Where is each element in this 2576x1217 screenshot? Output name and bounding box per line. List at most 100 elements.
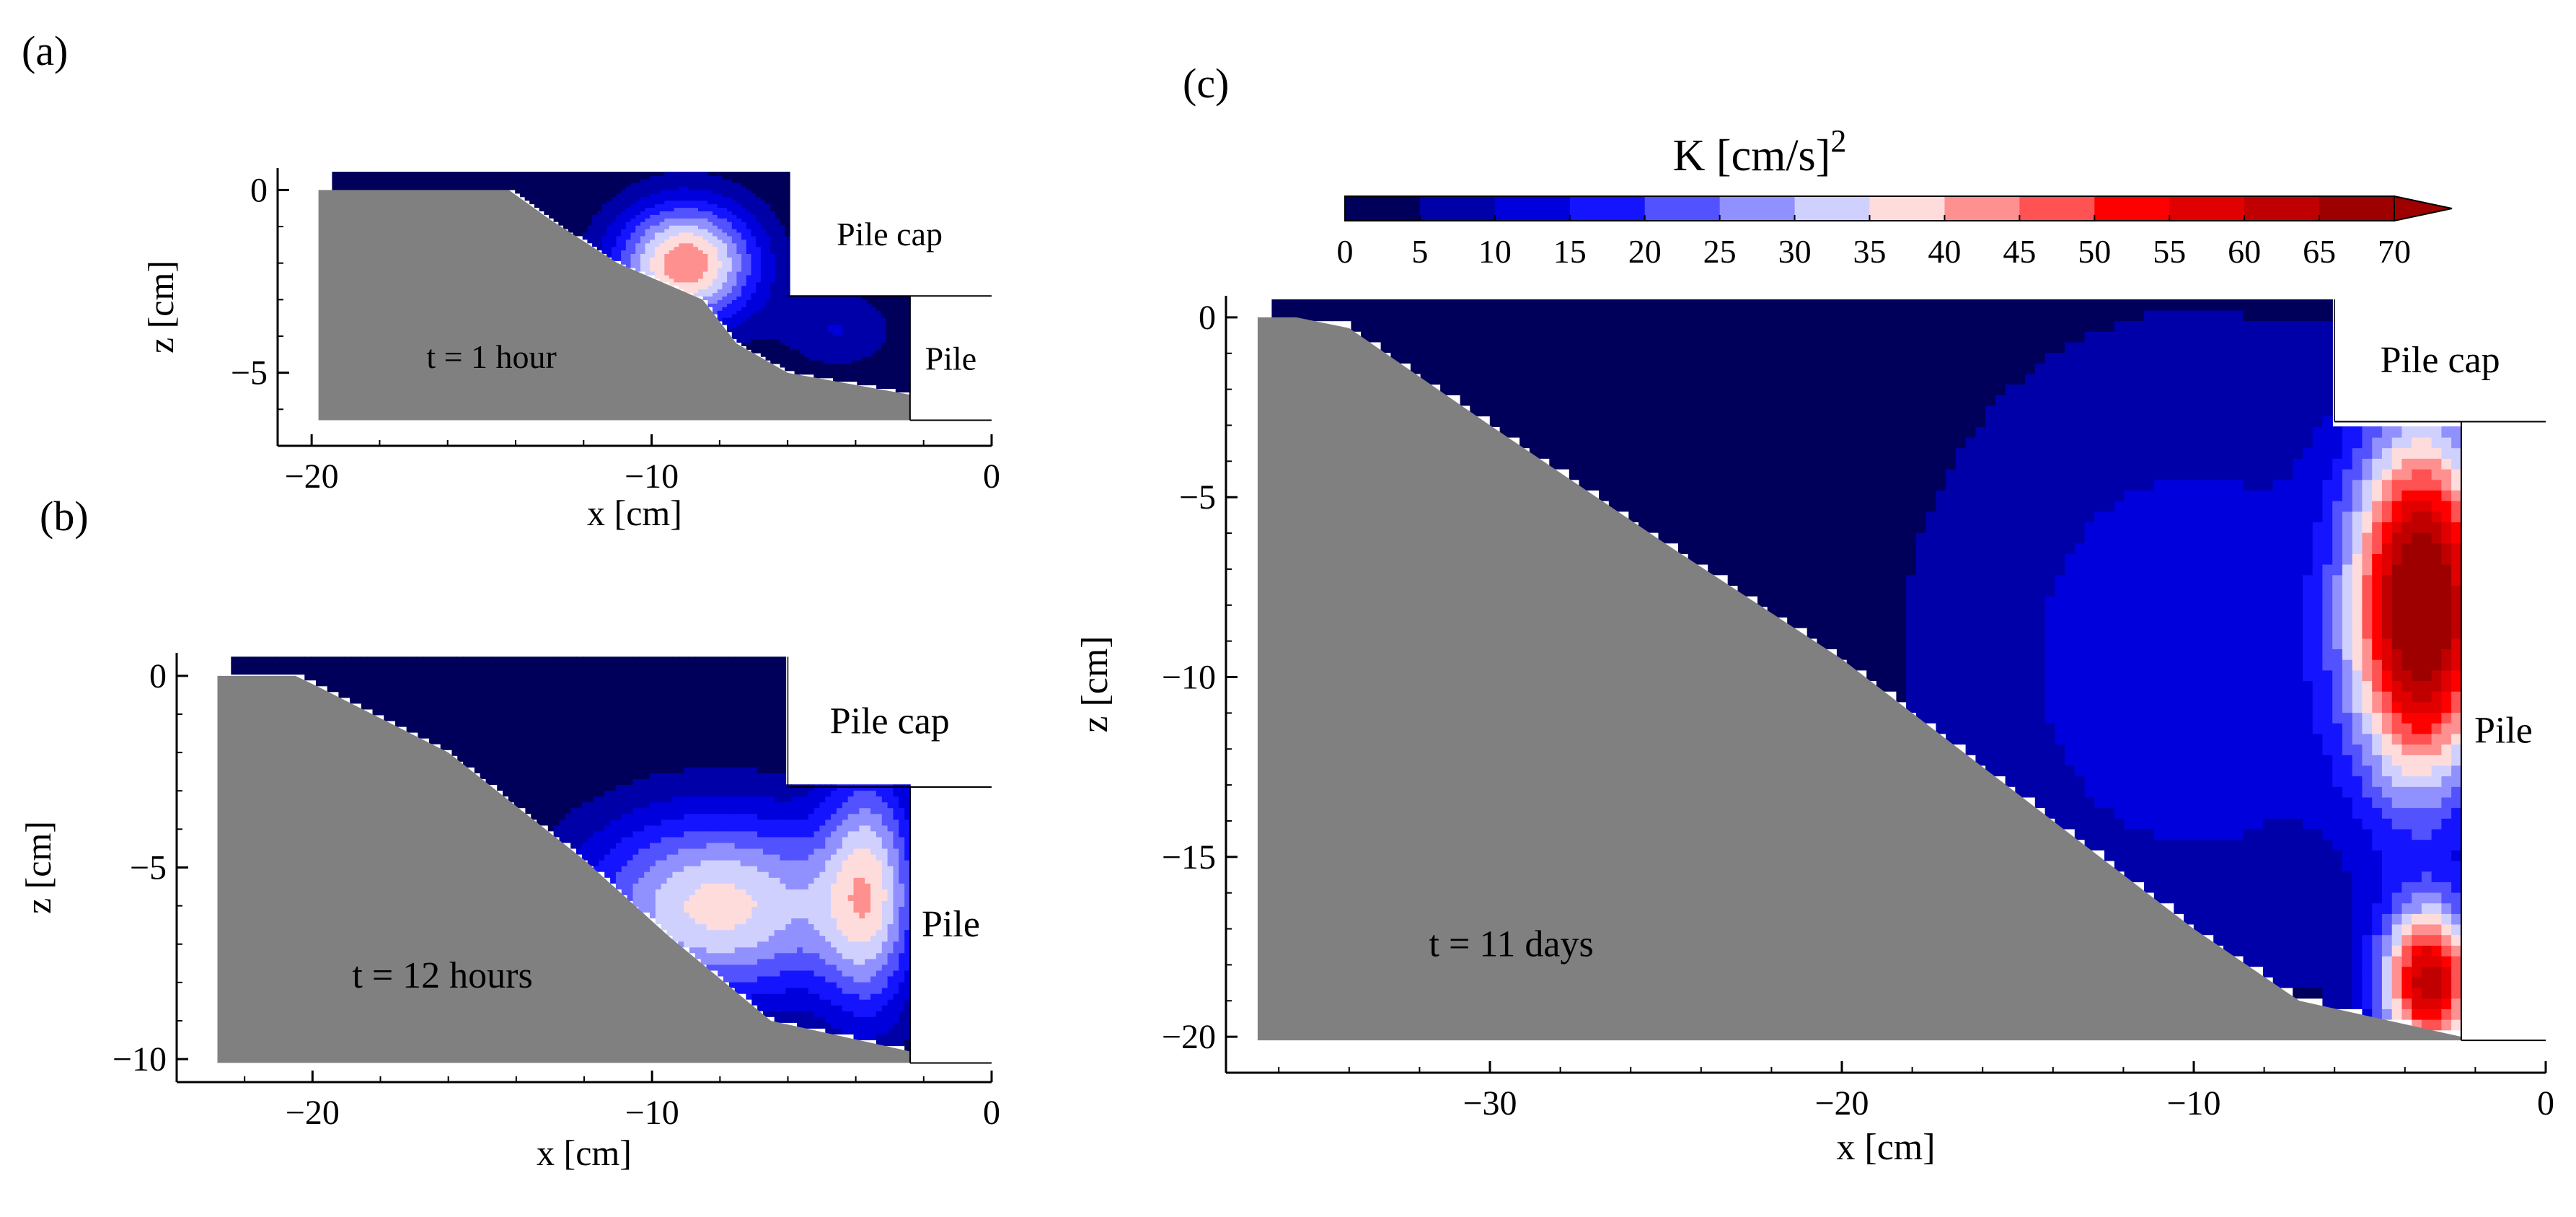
field-cell: [582, 207, 588, 211]
field-cell: [645, 178, 650, 183]
field-cell: [751, 257, 757, 261]
field-cell: [698, 203, 704, 208]
field-cell: [881, 964, 888, 971]
field-cell: [666, 836, 674, 843]
field-cell: [852, 366, 858, 372]
field-cell: [346, 178, 352, 183]
field-cell: [803, 335, 810, 340]
field-cell: [581, 853, 588, 861]
field-cell: [823, 356, 829, 361]
field-cell: [865, 1028, 871, 1034]
field-cell: [770, 274, 776, 279]
field-cell: [553, 185, 560, 190]
field-cell: [746, 285, 752, 290]
field-cell: [666, 865, 674, 872]
field-cell: [774, 801, 781, 809]
field-cell: [780, 1005, 787, 1011]
field-cell: [768, 906, 775, 913]
field-cell: [490, 175, 497, 180]
field-cell: [791, 1011, 798, 1017]
field-cell: [780, 307, 785, 311]
field-cell: [865, 848, 871, 855]
field-cell: [881, 801, 888, 809]
field-cell: [717, 185, 723, 190]
field-cell: [765, 353, 771, 357]
field-cell: [770, 264, 776, 268]
field-cell: [666, 750, 674, 756]
field-cell: [751, 228, 757, 233]
field-cell: [891, 328, 896, 333]
field-cell: [661, 767, 668, 773]
field-cell: [380, 175, 386, 180]
x-axis-label: x [cm]: [587, 493, 682, 533]
field-cell: [505, 175, 511, 180]
field-cell: [630, 178, 636, 183]
field-cell: [606, 178, 612, 183]
field-cell: [734, 952, 741, 959]
field-cell: [568, 196, 574, 201]
field-cell: [727, 203, 733, 208]
field-cell: [727, 274, 733, 279]
field-cell: [664, 260, 670, 265]
field-cell: [740, 958, 747, 965]
field-cell: [616, 239, 622, 244]
field-cell: [862, 381, 868, 386]
field-cell: [650, 253, 656, 258]
field-cell: [731, 218, 738, 222]
field-cell: [813, 998, 821, 1006]
field-cell: [740, 946, 747, 954]
field-cell: [534, 193, 540, 198]
field-cell: [831, 889, 837, 895]
field-cell: [722, 246, 728, 251]
field-cell: [599, 813, 605, 820]
field-cell: [669, 278, 675, 283]
field-cell: [621, 214, 627, 219]
field-cell: [797, 871, 803, 878]
field-cell: [513, 767, 521, 773]
field-cell: [625, 246, 632, 251]
field-cell: [689, 767, 696, 773]
field-cell: [780, 825, 787, 832]
field-cell: [630, 253, 636, 258]
field-cell: [833, 363, 839, 368]
field-cell: [723, 836, 730, 843]
field-cell: [768, 848, 775, 855]
field-cell: [635, 175, 641, 180]
field-cell: [893, 912, 900, 919]
field-cell: [904, 830, 911, 838]
field-cell: [621, 260, 627, 265]
field-cell: [638, 778, 645, 786]
field-cell: [899, 946, 905, 954]
field-cell: [794, 363, 800, 368]
field-cell: [765, 356, 771, 361]
field-cell: [621, 790, 628, 797]
field-cell: [760, 189, 767, 194]
field-cell: [780, 987, 787, 994]
field-cell: [728, 895, 736, 901]
field-cell: [531, 778, 537, 786]
field-cell: [661, 813, 668, 820]
field-cell: [615, 784, 622, 791]
field-cell: [672, 929, 679, 936]
field-cell: [717, 232, 723, 237]
field-cell: [746, 784, 752, 791]
field-cell: [731, 189, 738, 194]
field-cell: [627, 761, 634, 768]
field-cell: [862, 328, 868, 333]
field-cell: [578, 214, 583, 219]
field-cell: [606, 224, 612, 229]
field-cell: [813, 952, 821, 959]
field-cell: [765, 185, 771, 190]
field-cell: [847, 1022, 855, 1029]
field-cell: [674, 274, 680, 279]
field-cell: [751, 324, 757, 329]
field-cell: [865, 895, 871, 901]
field-cell: [570, 790, 577, 797]
field-cell: [865, 952, 871, 959]
field-cell: [505, 172, 511, 176]
field-cell: [751, 211, 757, 215]
field-cell: [713, 232, 718, 237]
field-cell: [887, 906, 894, 913]
field-cell: [847, 825, 855, 832]
field-cell: [760, 338, 767, 343]
